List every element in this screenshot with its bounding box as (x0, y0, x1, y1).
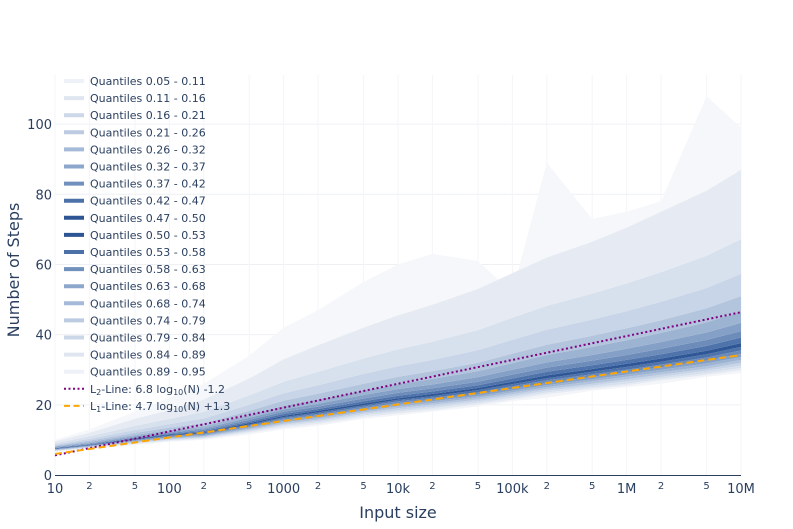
legend-label: Quantiles 0.05 - 0.11 (90, 75, 206, 88)
legend-label: Quantiles 0.32 - 0.37 (90, 161, 206, 174)
legend-label: Quantiles 0.37 - 0.42 (90, 178, 206, 191)
x-tick-label: 10M (727, 482, 755, 497)
x-tick-label: 100k (496, 482, 529, 497)
x-tick-label: 100 (157, 482, 182, 497)
x-tick-label: 1M (617, 482, 637, 497)
y-tick-label: 20 (35, 399, 52, 414)
y-tick-label: 80 (35, 188, 52, 203)
x-minor-tick-label: 2 (86, 481, 92, 492)
x-minor-tick-label: 2 (658, 481, 664, 492)
legend-label: Quantiles 0.63 - 0.68 (90, 280, 206, 293)
x-tick-label: 10 (47, 482, 64, 497)
legend-label: Quantiles 0.68 - 0.74 (90, 297, 206, 310)
y-axis: 0 20 40 60 80 100 (27, 118, 52, 484)
band-outer (55, 96, 741, 442)
x-minor-tick-label: 5 (475, 481, 481, 492)
legend-label: Quantiles 0.74 - 0.79 (90, 314, 206, 327)
x-minor-tick-label: 5 (132, 481, 138, 492)
legend-label: Quantiles 0.79 - 0.84 (90, 332, 206, 345)
legend-label: L2-Line: 6.8 log10(N) -1.2 (90, 383, 225, 397)
x-minor-tick-label: 5 (360, 481, 366, 492)
y-axis-title: Number of Steps (4, 203, 23, 338)
x-minor-tick-label: 5 (246, 481, 252, 492)
legend-label: Quantiles 0.42 - 0.47 (90, 195, 206, 208)
legend-label: Quantiles 0.50 - 0.53 (90, 229, 206, 242)
legend-label: Quantiles 0.84 - 0.89 (90, 349, 206, 362)
x-axis-title: Input size (359, 503, 437, 522)
x-tick-label: 10k (386, 482, 411, 497)
legend-label: Quantiles 0.89 - 0.95 (90, 366, 206, 379)
x-tick-label: 1000 (267, 482, 300, 497)
y-tick-label: 100 (27, 118, 52, 133)
legend-label: Quantiles 0.58 - 0.63 (90, 263, 206, 276)
fit-line-2 (54, 354, 742, 455)
y-tick-label: 60 (35, 258, 52, 273)
legend-label: L1-Line: 4.7 log10(N) +1.3 (90, 400, 230, 414)
y-tick-label: 0 (44, 469, 52, 484)
legend-label: Quantiles 0.47 - 0.50 (90, 212, 206, 225)
fit-lines (54, 311, 742, 457)
legend-label: Quantiles 0.16 - 0.21 (90, 109, 206, 122)
legend-label: Quantiles 0.11 - 0.16 (90, 92, 206, 105)
legend-label: Quantiles 0.26 - 0.32 (90, 143, 206, 156)
x-minor-tick-label: 2 (315, 481, 321, 492)
legend-label: Quantiles 0.53 - 0.58 (90, 246, 206, 259)
x-minor-tick-label: 5 (703, 481, 709, 492)
x-axis: 10 100 1000 10k 100k 1M 10M 2 5 2 5 2 5 2 5 2 5 2 5 (47, 475, 755, 497)
x-minor-tick-label: 2 (429, 481, 435, 492)
quantile-bands (55, 96, 741, 453)
legend-label: Quantiles 0.21 - 0.26 (90, 126, 206, 139)
y-tick-label: 40 (35, 329, 52, 344)
x-minor-tick-label: 2 (201, 481, 207, 492)
x-minor-tick-label: 5 (589, 481, 595, 492)
legend[interactable]: Quantiles 0.05 - 0.11 Quantiles 0.11 - 0.… (64, 75, 230, 414)
x-minor-tick-label: 2 (544, 481, 550, 492)
